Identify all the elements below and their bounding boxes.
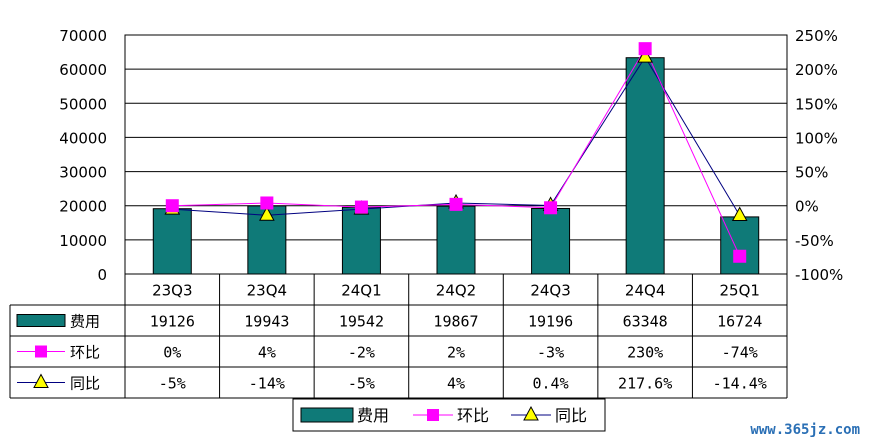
data-label: 4%: [447, 375, 465, 393]
y-right-tick-label: -100%: [795, 266, 843, 284]
data-label: 230%: [627, 344, 663, 362]
bar-24Q3: [531, 207, 571, 275]
marker-同比-24Q4: [637, 48, 653, 63]
row-label-费用: 费用: [70, 313, 100, 331]
data-label: -3%: [537, 344, 564, 362]
marker-同比-25Q1: [731, 206, 748, 222]
axes: 0 10000 20000 30000 40000 50000 60000 70000 -100…: [59, 27, 843, 284]
legend-marker-环比: [427, 409, 439, 421]
marker-环比-24Q1: [354, 200, 368, 214]
data-label: -14%: [249, 375, 285, 393]
bar-25Q1: [720, 216, 760, 275]
x-tick-label: 25Q1: [719, 282, 759, 300]
row-label-环比: 环比: [70, 344, 100, 362]
y-right-tick-label: 0%: [795, 198, 819, 216]
y-left-tick-label: 70000: [59, 27, 107, 45]
y-left-tick-label: 0: [97, 266, 107, 284]
bar-24Q2: [436, 205, 476, 275]
bar-24Q1: [341, 206, 381, 275]
marker-环比-23Q4: [260, 196, 274, 210]
data-label: -2%: [348, 344, 375, 362]
data-label: 19196: [528, 313, 573, 331]
data-label: 4%: [258, 344, 276, 362]
y-left-tick-label: 40000: [59, 129, 107, 147]
data-label: 16724: [717, 313, 762, 331]
x-tick-label: 24Q3: [530, 282, 570, 300]
legend-swatch-费用: [300, 407, 354, 423]
x-tick-label: 24Q2: [436, 282, 476, 300]
y-right-tick-label: -50%: [795, 232, 834, 250]
legend-label-环比: 环比: [457, 406, 489, 425]
x-tick-label: 24Q4: [625, 282, 665, 300]
row-key-marker-环比: [35, 345, 47, 358]
bar-series-layer: [152, 57, 760, 275]
data-label: -5%: [348, 375, 375, 393]
row-key-marker-同比: [33, 373, 49, 388]
row-label-同比: 同比: [70, 375, 100, 393]
legend-marker-同比: [523, 405, 539, 421]
marker-环比-24Q2: [449, 197, 463, 211]
bar-24Q4: [625, 57, 665, 275]
row-key-费用: [16, 314, 66, 327]
watermark: www.365jz.com: [750, 422, 860, 438]
y-right-tick-label: 50%: [795, 164, 828, 182]
data-label: 0%: [163, 344, 181, 362]
legend: 费用 环比 同比: [292, 398, 606, 432]
marker-环比-24Q4: [638, 42, 652, 56]
data-label: 19867: [433, 313, 478, 331]
y-left-tick-label: 30000: [59, 164, 107, 182]
y-right-tick-label: 150%: [795, 95, 838, 113]
data-label: 19126: [150, 313, 195, 331]
y-left-tick-label: 20000: [59, 198, 107, 216]
y-right-tick-label: 250%: [795, 27, 838, 45]
x-tick-label: 23Q3: [152, 282, 192, 300]
legend-label-同比: 同比: [555, 406, 587, 425]
y-right-tick-label: 200%: [795, 61, 838, 79]
y-left-tick-label: 10000: [59, 232, 107, 250]
legend-label-费用: 费用: [357, 406, 389, 425]
marker-同比-23Q4: [259, 206, 275, 221]
y-left-tick-label: 60000: [59, 61, 107, 79]
x-tick-label: 24Q1: [341, 282, 381, 300]
y-right-tick-label: 100%: [795, 129, 838, 147]
data-table: 23Q3 23Q4 24Q1 24Q2 24Q3 24Q4 25Q1 费用 19126 19943…: [9, 273, 788, 399]
data-label: 63348: [623, 313, 668, 331]
line-series-layer: [164, 42, 748, 263]
data-label: 19943: [244, 313, 289, 331]
marker-环比-23Q3: [165, 199, 179, 213]
y-left-tick-label: 50000: [59, 95, 107, 113]
data-label: 0.4%: [533, 375, 569, 393]
data-label: -14.4%: [713, 375, 767, 393]
data-label: 19542: [339, 313, 384, 331]
data-label: 2%: [447, 344, 465, 362]
data-label: -74%: [722, 344, 758, 362]
data-label: -5%: [159, 375, 186, 393]
marker-环比-24Q3: [544, 201, 558, 215]
data-label: 217.6%: [618, 375, 672, 393]
x-tick-label: 23Q4: [247, 282, 287, 300]
marker-环比-25Q1: [733, 249, 747, 263]
bar-23Q3: [152, 208, 192, 275]
